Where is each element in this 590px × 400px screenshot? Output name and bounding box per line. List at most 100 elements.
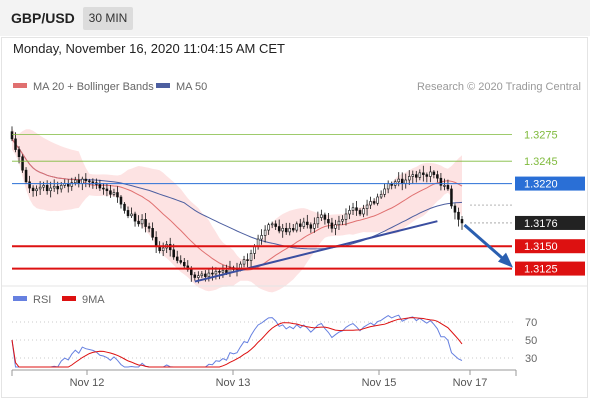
x-tick-label: Nov 12: [70, 377, 105, 389]
candle-body: [84, 178, 88, 182]
candle-body: [337, 220, 341, 226]
candle-body: [372, 201, 376, 204]
level-tag-support: [515, 239, 585, 254]
rsi-tick-label: 70: [525, 317, 537, 329]
ma50-legend-label: MA 50: [176, 81, 207, 93]
candle-body: [70, 182, 74, 187]
candle-body: [365, 204, 369, 209]
candle-body: [151, 228, 154, 238]
candle-body: [383, 188, 386, 195]
candle-body: [52, 185, 56, 189]
candle-body: [341, 219, 344, 222]
candle-body: [77, 179, 81, 184]
candle-body: [362, 208, 365, 215]
candle-body: [242, 259, 246, 265]
ma20-legend-swatch: [13, 83, 27, 88]
candle-body: [334, 224, 337, 229]
candle-body: [327, 219, 330, 224]
candle-body: [59, 185, 63, 190]
candle-body: [119, 196, 123, 205]
candle-body: [415, 174, 418, 178]
candle-body: [133, 213, 137, 222]
candle-body: [38, 186, 42, 190]
x-tick-label: Nov 13: [216, 377, 251, 389]
candle-body: [204, 273, 207, 277]
candle-body: [179, 260, 183, 263]
timeframe-badge[interactable]: 30 MIN: [83, 7, 133, 30]
rsi-legend-label: RSI: [33, 294, 51, 306]
candle-body: [313, 223, 316, 229]
candle-body: [277, 226, 281, 232]
candle-body: [386, 183, 390, 190]
candle-body: [299, 223, 302, 227]
candle-body: [400, 178, 404, 184]
level-tag-last_price: [515, 215, 585, 230]
candle-body: [140, 219, 144, 225]
candle-body: [91, 181, 95, 184]
candle-body: [144, 219, 147, 227]
candle-body: [182, 262, 186, 267]
candle-body: [439, 177, 443, 186]
candle-body: [249, 253, 253, 261]
level-label-last_price: 1.3176: [524, 218, 558, 230]
candle-body: [323, 214, 327, 220]
candle-body: [193, 274, 197, 278]
candle-body: [211, 272, 214, 275]
candle-body: [45, 185, 49, 192]
candle-body: [17, 149, 21, 158]
candle-body: [112, 192, 116, 195]
candle-body: [270, 223, 274, 226]
level-tag-pivot: [515, 176, 585, 191]
trend-line: [194, 220, 438, 283]
candle-body: [306, 221, 309, 226]
candle-body: [320, 214, 323, 218]
candle-body: [123, 203, 126, 211]
candle-body: [274, 223, 277, 227]
candle-body: [28, 181, 31, 189]
candle-body: [302, 221, 306, 227]
candle-body: [74, 179, 77, 183]
candle-body: [175, 256, 179, 261]
candle-body: [24, 169, 28, 183]
candle-body: [35, 188, 38, 192]
candle-body: [404, 179, 408, 184]
candle-body: [453, 205, 457, 213]
candle-body: [214, 270, 218, 275]
candle-body: [436, 174, 439, 179]
level-label-support: 1.3150: [524, 241, 558, 253]
candle-body: [344, 213, 348, 220]
candle-body: [154, 236, 158, 247]
ma20-legend-label: MA 20 + Bollinger Bands: [33, 81, 154, 93]
candle-body: [49, 187, 52, 192]
candle-body: [358, 210, 362, 215]
candle-body: [161, 247, 165, 251]
candle-body: [116, 192, 119, 198]
candle-body: [348, 210, 351, 215]
candle-body: [42, 185, 45, 188]
ma50-legend-swatch: [156, 83, 170, 88]
candle-body: [422, 172, 425, 175]
candle-body: [432, 171, 436, 175]
rsi-tick-label: 30: [525, 353, 537, 365]
rsi-ma-legend-swatch: [62, 296, 76, 301]
bollinger-band: [12, 128, 462, 293]
candle-body: [190, 269, 193, 276]
candle-body: [88, 180, 91, 183]
candle-body: [411, 174, 415, 177]
candle-body: [98, 184, 102, 189]
candle-body: [376, 196, 379, 204]
candle-body: [429, 171, 432, 177]
candle-body: [316, 217, 320, 225]
candle-body: [288, 228, 292, 233]
candle-body: [105, 188, 109, 192]
rsi-ma-legend-label: 9MA: [82, 294, 105, 306]
candle-body: [295, 223, 299, 231]
candle-body: [172, 249, 175, 258]
chart-frame: [1, 37, 588, 398]
candle-body: [443, 185, 446, 187]
candle-body: [263, 229, 267, 236]
x-tick-label: Nov 17: [453, 377, 488, 389]
candle-body: [200, 273, 204, 277]
candle-body: [10, 131, 14, 140]
copyright-label: Research © 2020 Trading Central: [417, 81, 581, 93]
